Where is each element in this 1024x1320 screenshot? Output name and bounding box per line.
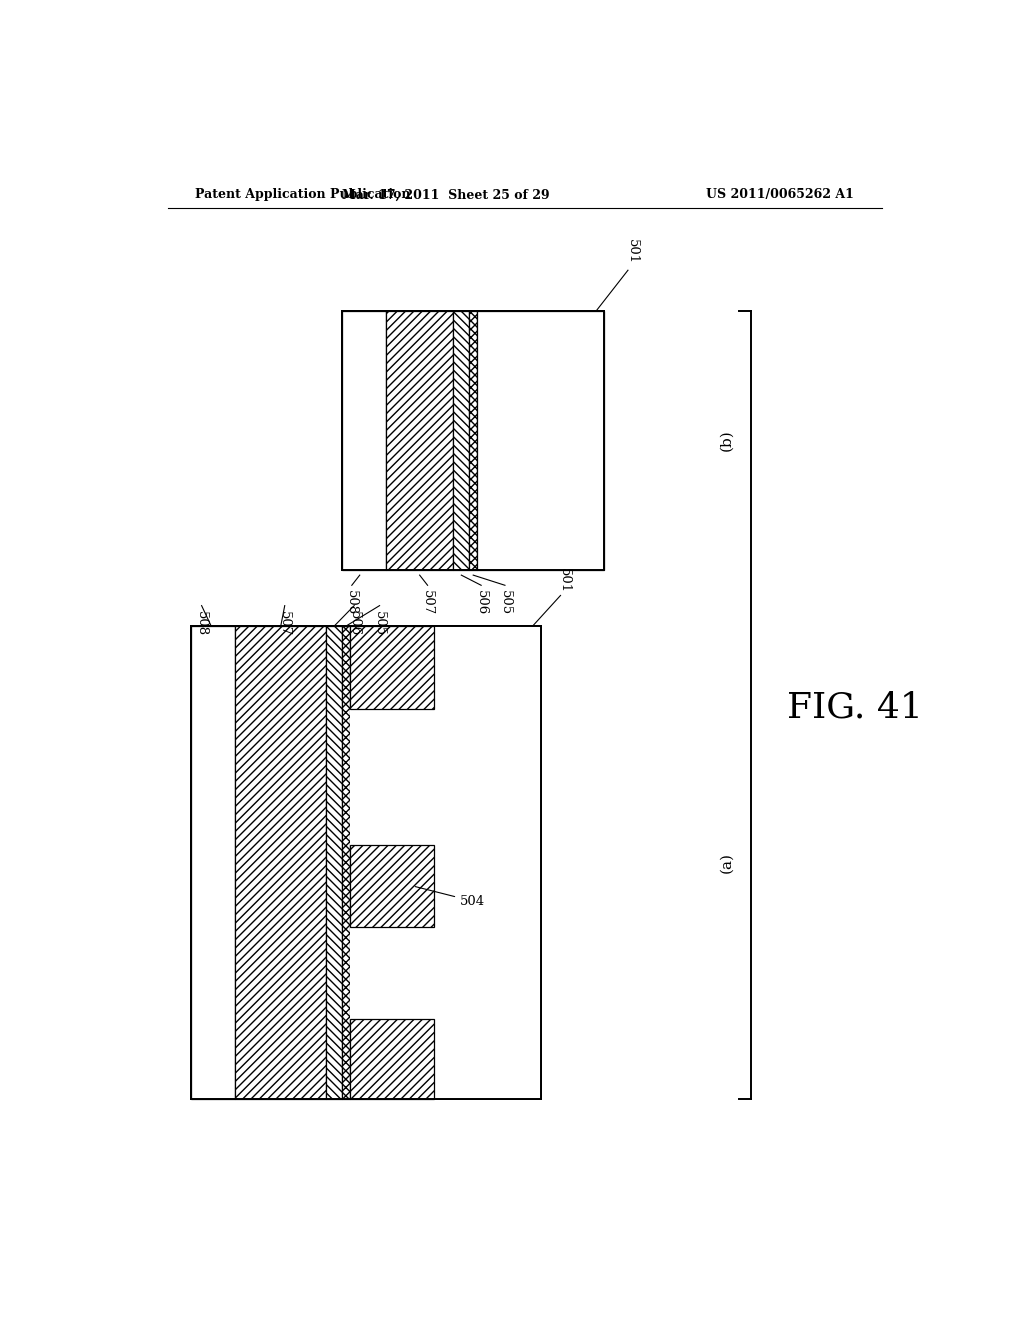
Bar — [350, 845, 433, 927]
Text: 504: 504 — [415, 887, 485, 908]
Text: Patent Application Publication: Patent Application Publication — [196, 189, 411, 202]
Bar — [342, 312, 604, 570]
Text: 505: 505 — [499, 590, 511, 615]
Bar — [350, 1019, 433, 1098]
Text: US 2011/0065262 A1: US 2011/0065262 A1 — [707, 189, 854, 202]
Text: 501: 501 — [558, 569, 571, 594]
Text: 508: 508 — [345, 590, 358, 615]
Bar — [236, 626, 327, 1098]
Bar — [191, 626, 236, 1098]
Bar — [350, 626, 433, 709]
Text: 501: 501 — [626, 239, 638, 264]
Text: 506: 506 — [475, 590, 487, 615]
Bar — [191, 626, 541, 1098]
Text: FIG. 41: FIG. 41 — [786, 690, 923, 725]
Text: 506: 506 — [348, 611, 360, 636]
Bar — [327, 626, 342, 1098]
Bar — [477, 312, 604, 570]
Bar — [469, 312, 477, 570]
Text: (a): (a) — [719, 851, 733, 873]
Text: (b): (b) — [719, 429, 733, 451]
Bar — [386, 312, 454, 570]
Text: 505: 505 — [373, 611, 386, 636]
Bar — [191, 626, 541, 1098]
Bar — [342, 312, 386, 570]
Bar — [454, 312, 469, 570]
Text: 507: 507 — [421, 590, 434, 615]
Bar — [342, 312, 604, 570]
Text: 508: 508 — [196, 611, 208, 636]
Bar — [350, 626, 541, 1098]
Bar — [342, 626, 350, 1098]
Text: 507: 507 — [279, 611, 291, 636]
Text: Mar. 17, 2011  Sheet 25 of 29: Mar. 17, 2011 Sheet 25 of 29 — [342, 189, 549, 202]
